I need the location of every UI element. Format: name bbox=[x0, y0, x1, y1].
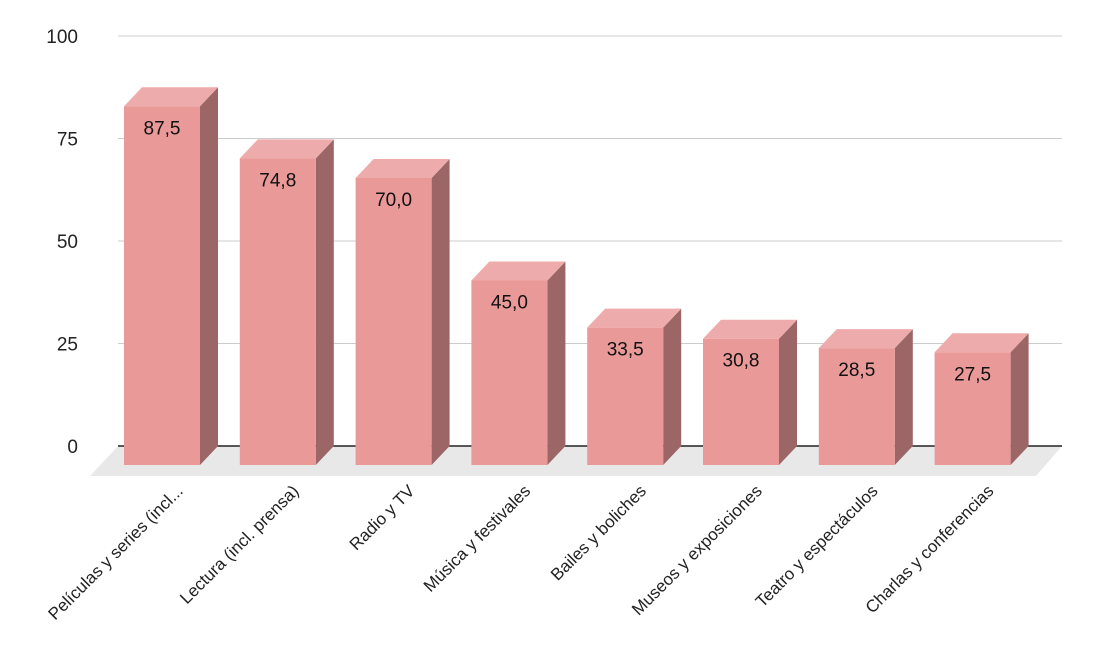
bar-top bbox=[587, 308, 682, 328]
x-tick-label: Películas y series (incl... bbox=[44, 481, 186, 623]
bar-side bbox=[431, 159, 450, 465]
x-tick-label: Lectura (incl. prensa) bbox=[176, 481, 302, 607]
x-axis-labels: Películas y series (incl...Lectura (incl… bbox=[44, 481, 997, 624]
bar-side bbox=[663, 308, 682, 465]
bar bbox=[587, 327, 664, 465]
bar-top bbox=[239, 139, 334, 159]
bar-top bbox=[703, 319, 797, 339]
bar-top bbox=[471, 261, 566, 281]
y-tick-label: 0 bbox=[67, 437, 78, 458]
bar bbox=[239, 158, 316, 465]
bars bbox=[124, 87, 1029, 465]
bar-side bbox=[894, 329, 913, 465]
bar bbox=[124, 106, 200, 465]
y-tick-label: 100 bbox=[46, 27, 78, 48]
bar-top bbox=[934, 333, 1029, 353]
x-tick-label: Radio y TV bbox=[346, 481, 419, 554]
data-label: 27,5 bbox=[954, 364, 991, 385]
bar-side bbox=[200, 87, 218, 465]
data-label: 28,5 bbox=[838, 360, 875, 381]
chart-floor bbox=[90, 446, 1062, 476]
bar-side bbox=[1010, 333, 1029, 465]
bar bbox=[471, 280, 548, 465]
data-label: 45,0 bbox=[491, 293, 528, 314]
bar bbox=[934, 352, 1011, 465]
bar-top bbox=[818, 329, 913, 349]
bar-side bbox=[779, 319, 797, 465]
bar bbox=[703, 338, 779, 465]
data-label: 30,8 bbox=[723, 351, 760, 372]
bar-top bbox=[355, 159, 450, 178]
chart-floor-layer bbox=[90, 446, 1062, 476]
bar bbox=[355, 178, 432, 465]
x-tick-label: Charlas y conferencias bbox=[862, 481, 998, 617]
y-tick-label: 50 bbox=[57, 232, 78, 253]
x-tick-label: Museos y exposiciones bbox=[628, 481, 766, 619]
y-tick-label: 25 bbox=[57, 335, 78, 356]
data-labels: 87,5 74,8 70,0 45,0 33,5 30,8 28,5 27,5 bbox=[144, 118, 992, 385]
y-tick-label: 75 bbox=[57, 130, 78, 151]
bar-side bbox=[547, 261, 566, 465]
data-label: 87,5 bbox=[144, 118, 181, 139]
x-tick-label: Teatro y espectáculos bbox=[752, 481, 882, 611]
data-label: 70,0 bbox=[375, 190, 412, 211]
bar-side bbox=[315, 139, 334, 465]
y-axis-ticks: 0 25 50 75 100 bbox=[46, 27, 78, 458]
x-tick-label: Música y festivales bbox=[420, 481, 534, 595]
bar bbox=[818, 348, 895, 465]
bar-top bbox=[124, 87, 218, 107]
x-tick-label: Bailes y boliches bbox=[547, 481, 650, 584]
data-label: 33,5 bbox=[607, 340, 644, 361]
data-label: 74,8 bbox=[259, 170, 296, 191]
